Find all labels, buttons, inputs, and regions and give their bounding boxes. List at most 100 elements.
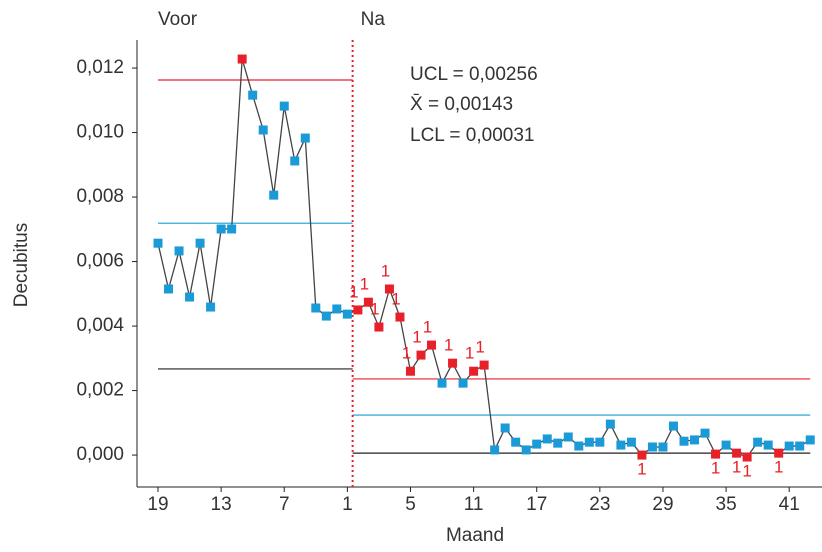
y-tick-label: 0,004 [76, 315, 124, 336]
y-tick-label: 0,008 [76, 186, 124, 207]
data-label: 1 [423, 318, 432, 337]
phase-label: Na [361, 9, 386, 30]
data-point [690, 435, 700, 445]
x-tick-label: 23 [589, 494, 610, 515]
data-point [511, 437, 521, 447]
data-point [258, 125, 268, 135]
data-label: 1 [381, 261, 390, 280]
data-label: 1 [637, 460, 646, 479]
data-point [185, 292, 195, 302]
data-point [500, 423, 510, 433]
x-tick-label: 5 [405, 494, 416, 515]
x-tick-label: 13 [211, 494, 232, 515]
data-point [342, 309, 352, 319]
data-point [795, 441, 805, 451]
y-tick-label: 0,010 [76, 122, 124, 143]
data-point [469, 366, 479, 376]
y-tick-label: 0,006 [76, 251, 124, 272]
x-tick-label: 19 [147, 494, 168, 515]
data-point [637, 450, 647, 460]
data-point [647, 442, 657, 452]
data-point [774, 448, 784, 458]
annotation: LCL = 0,00031 [410, 125, 534, 146]
data-point [164, 284, 174, 294]
data-point [458, 378, 468, 388]
data-point [490, 445, 500, 455]
data-point [174, 246, 184, 256]
data-label: 1 [349, 282, 358, 301]
data-point [616, 440, 626, 450]
x-tick-label: 1 [342, 494, 353, 515]
data-point [679, 436, 689, 446]
data-point [374, 322, 384, 332]
data-point [448, 358, 458, 368]
data-point [721, 440, 731, 450]
data-label: 1 [370, 300, 379, 319]
data-point [206, 302, 216, 312]
data-point [753, 437, 763, 447]
data-point [269, 190, 279, 200]
data-point [427, 340, 437, 350]
data-point [279, 101, 289, 111]
data-point [521, 445, 531, 455]
data-point [363, 297, 373, 307]
data-point [332, 304, 342, 314]
data-label: 1 [444, 336, 453, 355]
data-point [416, 350, 426, 360]
x-axis-title: Maand [446, 525, 504, 546]
data-label: 1 [360, 275, 369, 294]
data-point [626, 437, 636, 447]
data-label: 1 [742, 461, 751, 480]
series-line [157, 58, 811, 458]
data-point [290, 156, 300, 166]
x-tick-label: 29 [652, 494, 673, 515]
phase-label: Voor [158, 9, 198, 30]
data-point [353, 305, 363, 315]
x-tick-label: 35 [716, 494, 737, 515]
data-point [542, 434, 552, 444]
data-point [532, 439, 542, 449]
x-tick-label: 7 [279, 494, 290, 515]
x-tick-label: 17 [526, 494, 547, 515]
data-point [763, 440, 773, 450]
data-point [479, 360, 489, 370]
data-point [384, 284, 394, 294]
y-axis-title: Decubitus [11, 223, 32, 308]
data-point [300, 133, 310, 143]
data-label: 1 [412, 328, 421, 347]
data-point [668, 421, 678, 431]
data-point [216, 224, 226, 234]
y-tick-label: 0,000 [76, 444, 124, 465]
data-point [195, 238, 205, 248]
data-label: 1 [391, 290, 400, 309]
x-tick-label: 11 [464, 494, 484, 515]
data-point [711, 449, 721, 459]
data-point [805, 435, 815, 445]
data-label: 1 [774, 458, 783, 477]
data-point [595, 437, 605, 447]
data-point [563, 432, 573, 442]
data-point [311, 303, 321, 313]
data-point [395, 312, 405, 322]
data-label: 1 [465, 344, 474, 363]
data-point [437, 378, 447, 388]
data-point [700, 428, 710, 438]
annotation: X̄ = 0,00143 [410, 94, 513, 115]
data-point [237, 54, 247, 64]
data-point [784, 441, 794, 451]
data-label: 1 [475, 338, 484, 357]
data-point [574, 441, 584, 451]
y-tick-label: 0,012 [76, 57, 124, 78]
data-point [742, 452, 752, 462]
data-point [732, 448, 742, 458]
y-tick-label: 0,002 [76, 380, 124, 401]
data-point [584, 437, 594, 447]
x-tick-label: 41 [779, 494, 800, 515]
data-label: 1 [402, 344, 411, 363]
data-point [553, 438, 563, 448]
data-point [227, 224, 237, 234]
data-point [248, 90, 258, 100]
data-point [405, 366, 415, 376]
data-point [153, 238, 163, 248]
